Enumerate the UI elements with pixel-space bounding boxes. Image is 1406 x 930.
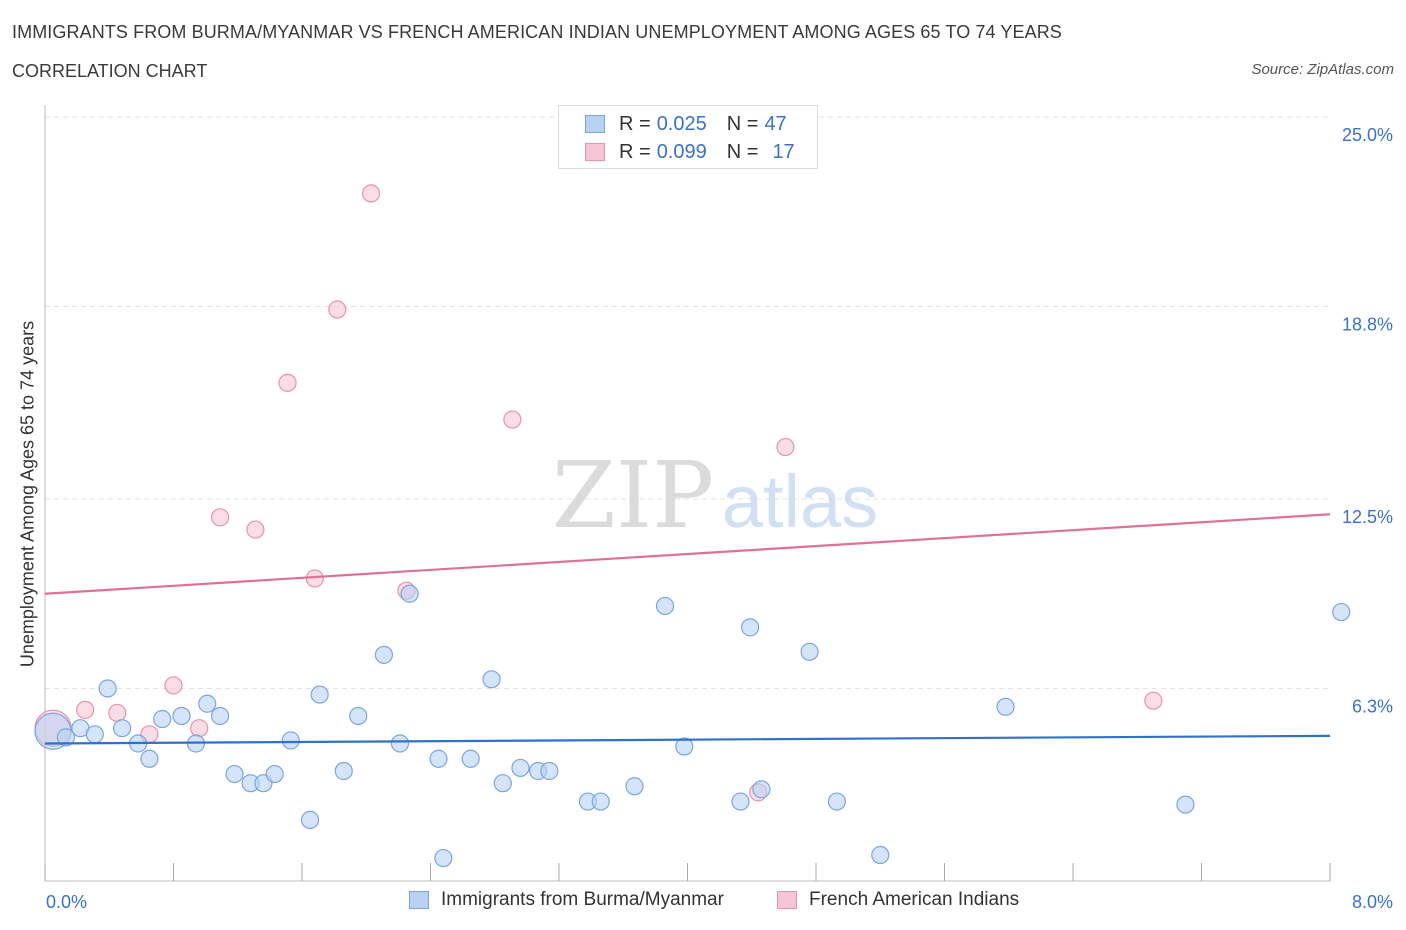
trend-line-burma-myanmar (44, 734, 1331, 745)
data-point-burma-myanmar (731, 792, 750, 811)
legend-n-value: 47 (764, 112, 787, 135)
x-tick-labels: 0.0% 8.0% (46, 892, 1393, 912)
data-point-burma-myanmar (752, 780, 771, 799)
data-point-burma-myanmar (390, 734, 410, 753)
legend-r-label: R = (619, 140, 651, 163)
data-point-burma-myanmar (310, 685, 329, 704)
watermark-atlas: atlas (722, 460, 878, 543)
data-point-burma-myanmar (675, 737, 694, 756)
data-point-burma-myanmar (140, 749, 159, 768)
data-point-burma-myanmar (591, 792, 610, 811)
legend-swatch-pink (777, 891, 797, 909)
data-point-burma-myanmar (741, 618, 760, 637)
y-tick-labels: 6.3% 12.5% 18.8% 25.0% (1342, 125, 1393, 716)
data-point-burma-myanmar (996, 697, 1015, 716)
axes (44, 105, 1331, 882)
legend-n-label: N = (726, 112, 759, 135)
data-point-burma-myanmar (655, 596, 675, 616)
data-point-french-american-indians (190, 719, 209, 738)
legend-r-label: R = (619, 112, 651, 135)
data-point-burma-myanmar (85, 725, 104, 744)
data-point-burma-myanmar (153, 709, 172, 729)
legend-n-value: 17 (772, 140, 795, 163)
series-burma-myanmar (34, 584, 1351, 868)
data-point-french-american-indians (278, 373, 297, 392)
data-point-burma-myanmar (511, 758, 530, 778)
data-point-french-american-indians (76, 700, 95, 719)
legend-swatch-pink (585, 143, 605, 161)
chart-title: IMMIGRANTS FROM BURMA/MYANMAR VS FRENCH … (12, 22, 1062, 42)
data-point-burma-myanmar (800, 642, 819, 661)
y-tick-label: 6.3% (1352, 696, 1393, 716)
data-point-burma-myanmar (349, 706, 368, 726)
legend-swatch-blue (409, 891, 429, 909)
series-legend: Immigrants from Burma/Myanmar French Ame… (0, 889, 1406, 915)
data-point-burma-myanmar (374, 645, 394, 664)
x-tick-label: 8.0% (1352, 892, 1393, 912)
legend-r-value: 0.025 (656, 112, 707, 135)
legend-label-french-american-indians: French American Indians (809, 889, 1020, 910)
legend-row-blue: R = 0.025 N = 47 (585, 112, 787, 136)
data-point-burma-myanmar (482, 670, 501, 689)
y-axis-label: Unemployment Among Ages 65 to 74 years (17, 320, 38, 668)
legend-row-pink: R = 0.099 N = 17 (585, 140, 795, 164)
data-point-french-american-indians (108, 703, 127, 723)
data-point-burma-myanmar (265, 764, 284, 784)
data-point-burma-myanmar (827, 792, 846, 811)
data-point-burma-myanmar (225, 764, 244, 784)
watermark-zip: ZIP (552, 442, 714, 549)
y-tick-label: 18.8% (1342, 314, 1393, 334)
data-point-burma-myanmar (300, 810, 320, 829)
data-point-burma-myanmar (56, 728, 75, 747)
trend-line-french-american-indians (44, 513, 1331, 595)
data-point-french-american-indians (210, 508, 230, 527)
data-point-french-american-indians (503, 410, 522, 429)
y-tick-label: 12.5% (1342, 507, 1393, 527)
data-point-french-american-indians (361, 184, 381, 203)
data-point-burma-myanmar (172, 706, 191, 726)
legend-swatch-blue (585, 115, 605, 133)
data-point-french-american-indians (246, 520, 265, 539)
chart-subtitle: CORRELATION CHART (12, 61, 208, 81)
legend-n-label: N = (726, 140, 759, 163)
legend-label-burma: Immigrants from Burma/Myanmar (441, 889, 724, 910)
data-point-burma-myanmar (434, 848, 453, 868)
data-point-burma-myanmar (493, 774, 512, 793)
data-point-burma-myanmar (625, 777, 644, 796)
data-point-burma-myanmar (429, 749, 448, 768)
data-point-french-american-indians (776, 437, 795, 457)
data-point-burma-myanmar (1332, 602, 1351, 622)
data-point-burma-myanmar (1176, 795, 1195, 814)
data-point-burma-myanmar (281, 731, 300, 750)
data-point-burma-myanmar (540, 761, 559, 781)
trend-lines (44, 513, 1331, 745)
data-point-burma-myanmar (400, 584, 419, 603)
data-point-burma-myanmar (334, 761, 353, 781)
data-point-burma-myanmar (210, 706, 230, 726)
legend-item-burma[interactable]: Immigrants from Burma/Myanmar (409, 889, 724, 911)
data-point-french-american-indians (328, 300, 347, 319)
legend-item-french-american-indians[interactable]: French American Indians (777, 889, 1019, 911)
data-point-burma-myanmar (461, 749, 480, 768)
gridlines (45, 116, 1330, 689)
x-tick-label: 0.0% (46, 892, 87, 912)
data-point-burma-myanmar (198, 694, 217, 713)
stats-legend: R = 0.025 N = 47 R = 0.099 N = 17 (558, 105, 818, 169)
data-point-burma-myanmar (98, 679, 117, 698)
data-point-burma-myanmar (871, 845, 890, 865)
data-point-burma-myanmar (112, 719, 132, 738)
legend-r-value: 0.099 (656, 140, 707, 163)
source-label: Source: ZipAtlas.com (1251, 61, 1394, 78)
data-point-french-american-indians (164, 676, 183, 695)
data-point-french-american-indians (1144, 691, 1163, 710)
y-tick-label: 25.0% (1342, 125, 1393, 145)
